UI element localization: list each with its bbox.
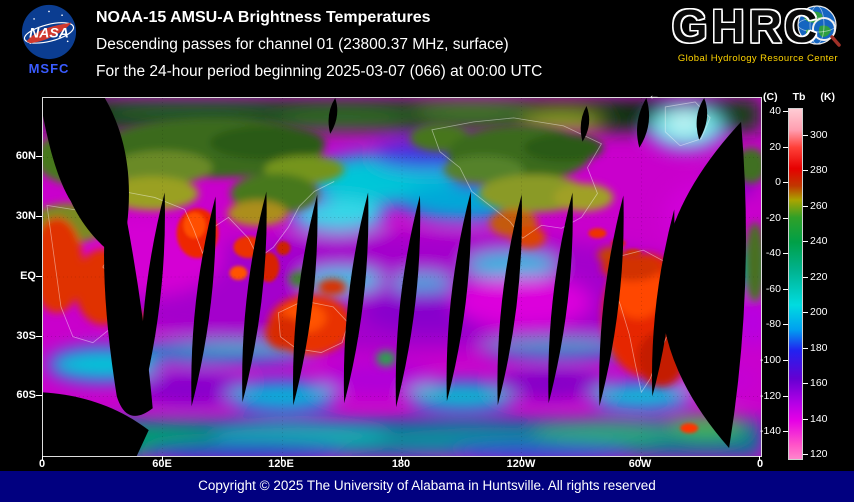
subtitle-period: For the 24-hour period beginning 2025-03…	[96, 63, 543, 80]
ghrc-wordmark: GHR	[671, 0, 786, 52]
x-axis-tick	[521, 456, 522, 461]
y-axis-tick	[36, 336, 42, 337]
x-axis-label: 0	[38, 458, 46, 470]
celsius-tick-label: -40	[766, 247, 789, 259]
celsius-tick-label: -20	[766, 212, 789, 224]
title-block: NOAA-15 AMSU-A Brightness Temperatures D…	[96, 9, 542, 90]
pass-direction-arrow: ←	[648, 88, 660, 102]
x-axis-label: 180	[391, 458, 411, 470]
ghrc-tagline: Global Hydrology Resource Center	[677, 53, 838, 64]
kelvin-tick-label: 300	[803, 129, 828, 141]
copyright-bar: Copyright © 2025 The University of Alaba…	[0, 471, 854, 502]
ghrc-wordmark-c: C	[784, 0, 822, 52]
kelvin-tick-label: 280	[803, 164, 828, 176]
y-axis-label: 30N	[15, 210, 36, 222]
brightness-temperature-map	[43, 98, 761, 456]
x-axis-tick	[401, 456, 402, 461]
x-axis-label: 120E	[268, 458, 294, 470]
subtitle-channel: Descending passes for channel 01 (23800.…	[96, 36, 509, 53]
kelvin-tick-label: 120	[803, 448, 828, 460]
page-title: NOAA-15 AMSU-A Brightness Temperatures	[96, 9, 431, 26]
y-axis-tick	[36, 216, 42, 217]
x-axis-tick	[640, 456, 641, 461]
x-axis-label: 60E	[152, 458, 172, 470]
copyright-text: Copyright © 2025 The University of Alaba…	[198, 478, 656, 493]
globe-magnifier-icon	[797, 5, 841, 47]
celsius-tick-label: -120	[760, 390, 789, 402]
y-axis-tick	[36, 395, 42, 396]
celsius-tick-label: -100	[760, 354, 789, 366]
celsius-tick-label: -60	[766, 283, 789, 295]
celsius-tick-label: 0	[775, 176, 788, 188]
y-axis-label: EQ	[20, 270, 36, 282]
y-axis-tick	[36, 276, 42, 277]
map-plot-area	[42, 97, 762, 457]
kelvin-tick-label: 200	[803, 306, 828, 318]
colorbar-kelvin-scale: 300 280 260 240 220 200 180 160 140 120	[803, 0, 849, 502]
ghrc-logo: GHR C Global Hydrology Resource Center	[672, 2, 844, 64]
y-axis-label: 60N	[15, 150, 36, 162]
kelvin-tick-label: 240	[803, 235, 828, 247]
y-axis-tick	[36, 156, 42, 157]
colorbar-unit-kelvin: (K)	[820, 91, 835, 103]
nasa-insignia-icon: NASA	[21, 4, 77, 60]
colorbar-units: (C) Tb (K)	[763, 91, 835, 103]
celsius-tick-label: -80	[766, 318, 789, 330]
x-axis-label: 60W	[628, 458, 652, 470]
y-axis-label: 60S	[16, 389, 36, 401]
celsius-tick-label: -140	[760, 425, 789, 437]
colorbar-gradient	[788, 108, 803, 460]
celsius-tick-label: 20	[769, 141, 788, 153]
orbit-gap-swaths	[43, 98, 746, 456]
x-axis-tick	[162, 456, 163, 461]
kelvin-tick-label: 160	[803, 377, 828, 389]
x-axis-tick	[759, 456, 760, 461]
nasa-wordmark: NASA	[29, 25, 69, 41]
kelvin-tick-label: 260	[803, 200, 828, 212]
colorbar-unit-celsius: (C)	[763, 91, 778, 103]
kelvin-tick-label: 180	[803, 342, 828, 354]
x-axis-label: 120W	[506, 458, 536, 470]
x-axis-tick	[281, 456, 282, 461]
y-axis-label: 30S	[16, 330, 36, 342]
colorbar-unit-tb: Tb	[792, 91, 806, 103]
kelvin-tick-label: 220	[803, 271, 828, 283]
kelvin-tick-label: 140	[803, 413, 828, 425]
nasa-logo: NASA MSFC	[12, 4, 86, 76]
celsius-tick-label: 40	[769, 105, 788, 117]
msfc-label: MSFC	[28, 61, 70, 76]
colorbar-celsius-scale: 40 20 0 -20 -40 -60 -80 -100 -120 -140	[738, 0, 789, 502]
x-axis-tick	[42, 456, 43, 461]
x-axis-label: 0	[756, 458, 764, 470]
